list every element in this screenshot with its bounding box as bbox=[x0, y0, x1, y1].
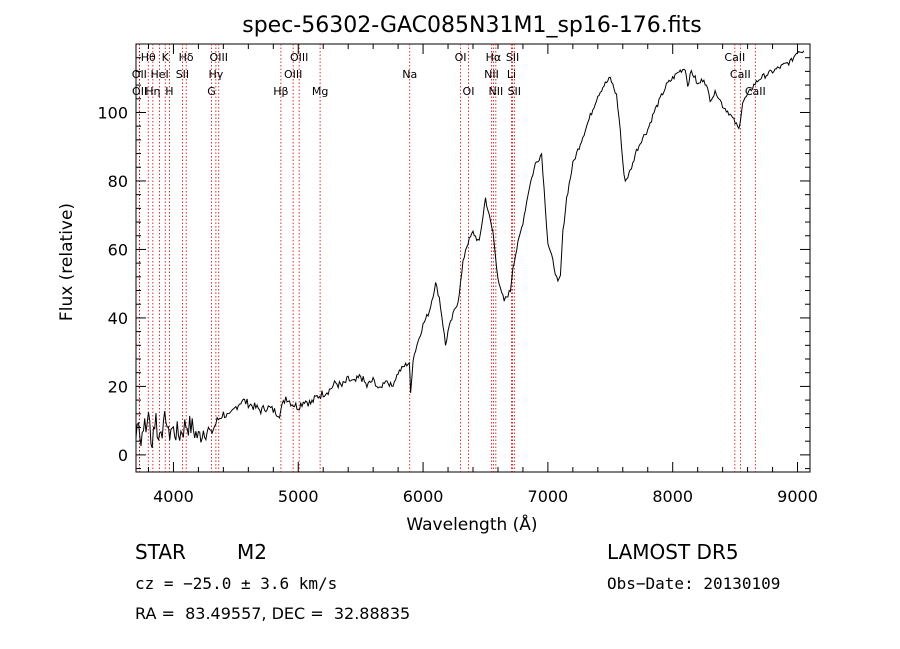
x-tick-label: 7000 bbox=[528, 487, 569, 506]
line-label: G bbox=[207, 85, 216, 98]
object-subclass: M2 bbox=[237, 540, 267, 564]
y-tick-label: 20 bbox=[108, 377, 128, 396]
line-label: Mg bbox=[312, 85, 328, 98]
spectrum-line bbox=[135, 50, 805, 449]
line-label: Hθ bbox=[141, 51, 156, 64]
line-label: SII bbox=[508, 85, 521, 98]
line-label: OIII bbox=[210, 51, 228, 64]
y-tick-label: 80 bbox=[108, 172, 128, 191]
y-tick-label: 100 bbox=[97, 103, 128, 122]
x-tick-label: 6000 bbox=[403, 487, 444, 506]
line-label: CaII bbox=[724, 51, 745, 64]
line-label: Hβ bbox=[273, 85, 288, 98]
line-label: K bbox=[162, 51, 170, 64]
x-axis-label: Wavelength (Å) bbox=[406, 513, 537, 535]
line-label: Hα bbox=[486, 51, 502, 64]
line-label: Hη bbox=[145, 85, 160, 98]
line-label: NII bbox=[488, 85, 503, 98]
line-label: OIII bbox=[284, 68, 302, 81]
line-label: OI bbox=[463, 85, 475, 98]
plot-frame bbox=[135, 43, 811, 473]
y-axis-ticks: 0 20 40 60 80 100 bbox=[97, 57, 810, 470]
line-label: OIII bbox=[290, 51, 308, 64]
x-axis-ticks: 4000 5000 6000 7000 8000 9000 bbox=[147, 44, 818, 506]
line-label: Li bbox=[507, 68, 516, 81]
object-class: STAR bbox=[135, 540, 186, 564]
line-label: OII bbox=[132, 85, 147, 98]
line-label: CaII bbox=[745, 85, 766, 98]
survey-name: LAMOST DR5 bbox=[607, 540, 739, 564]
line-label: SII bbox=[176, 68, 189, 81]
line-label: OI bbox=[455, 51, 467, 64]
chart-title: spec-56302-GAC085N31M1_sp16-176.fits bbox=[242, 13, 702, 38]
line-label: SII bbox=[506, 51, 519, 64]
line-label: Na bbox=[402, 68, 417, 81]
line-label: Hγ bbox=[208, 68, 223, 81]
coordinates: RA = 83.49557, DEC = 32.88835 bbox=[135, 604, 411, 623]
redshift-velocity: cz = −25.0 ± 3.6 km/s bbox=[135, 574, 338, 593]
spectral-line-markers bbox=[138, 44, 756, 472]
y-axis-label: Flux (relative) bbox=[57, 203, 77, 321]
line-label: NII bbox=[484, 68, 499, 81]
x-tick-label: 4000 bbox=[153, 487, 194, 506]
line-label: OII bbox=[132, 68, 147, 81]
observation-date: Obs−Date: 20130109 bbox=[607, 574, 781, 593]
line-label: H bbox=[165, 85, 173, 98]
y-tick-label: 0 bbox=[118, 446, 128, 465]
x-tick-label: 5000 bbox=[278, 487, 319, 506]
y-tick-label: 40 bbox=[108, 309, 128, 328]
line-label: CaII bbox=[730, 68, 751, 81]
line-label: HeI bbox=[150, 68, 168, 81]
y-tick-label: 60 bbox=[108, 240, 128, 259]
x-tick-label: 9000 bbox=[777, 487, 818, 506]
x-tick-label: 8000 bbox=[652, 487, 693, 506]
spectral-line-labels: Hθ K Hδ OIII OIII OI Hα SII CaII OII HeI SII Hγ OIII N… bbox=[132, 51, 766, 98]
line-label: Hδ bbox=[179, 51, 194, 64]
